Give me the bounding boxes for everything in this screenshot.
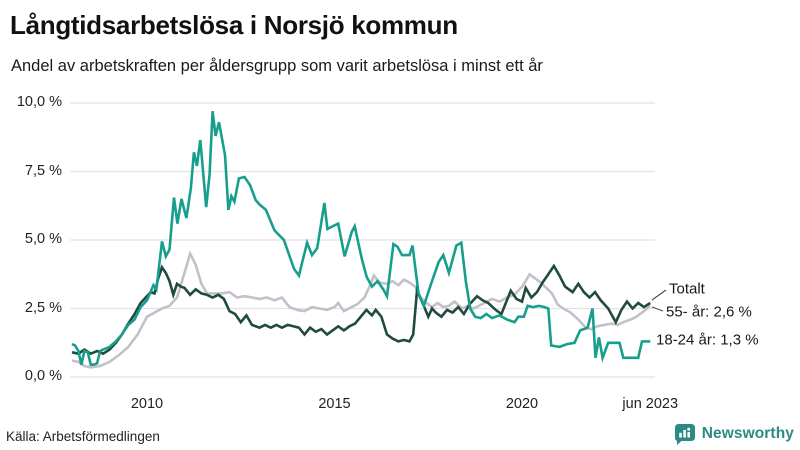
series-label-18-24: 18-24 år: 1,3 %: [656, 331, 759, 349]
y-axis-tick-label: 7,5 %: [24, 162, 62, 179]
series-label-totalt: Totalt: [669, 280, 705, 298]
y-axis-tick-label: 10,0 %: [16, 94, 62, 110]
series-line-55-r: [71, 250, 652, 369]
newsworthy-logo-icon: [674, 423, 696, 445]
label-connector: [651, 289, 667, 301]
chart-subtitle: Andel av arbetskraften per åldersgrupp s…: [11, 57, 543, 75]
y-axis-tick-label: 2,5 %: [24, 299, 62, 316]
x-axis-tick-label: 2020: [505, 396, 539, 412]
x-axis-tick-label: jun 2023: [622, 396, 679, 412]
source-attribution: Källa: Arbetsförmedlingen: [6, 429, 160, 444]
y-axis-tick-label: 0,0 %: [24, 368, 62, 384]
chart-title: Långtidsarbetslösa i Norsjö kommun: [10, 10, 458, 40]
series-line-18-24-r: [71, 111, 651, 367]
series-label-55-plus: 55- år: 2,6 %: [666, 303, 752, 321]
newsworthy-wordmark: Newsworthy: [701, 425, 794, 442]
x-axis-tick-label: 2010: [130, 396, 164, 412]
label-connector: [651, 306, 664, 312]
newsworthy-logo: Newsworthy: [674, 423, 794, 445]
x-axis-tick-label: 2015: [318, 396, 351, 412]
series-line-totalt: [71, 263, 652, 356]
y-axis-tick-label: 5,0 %: [24, 231, 62, 247]
